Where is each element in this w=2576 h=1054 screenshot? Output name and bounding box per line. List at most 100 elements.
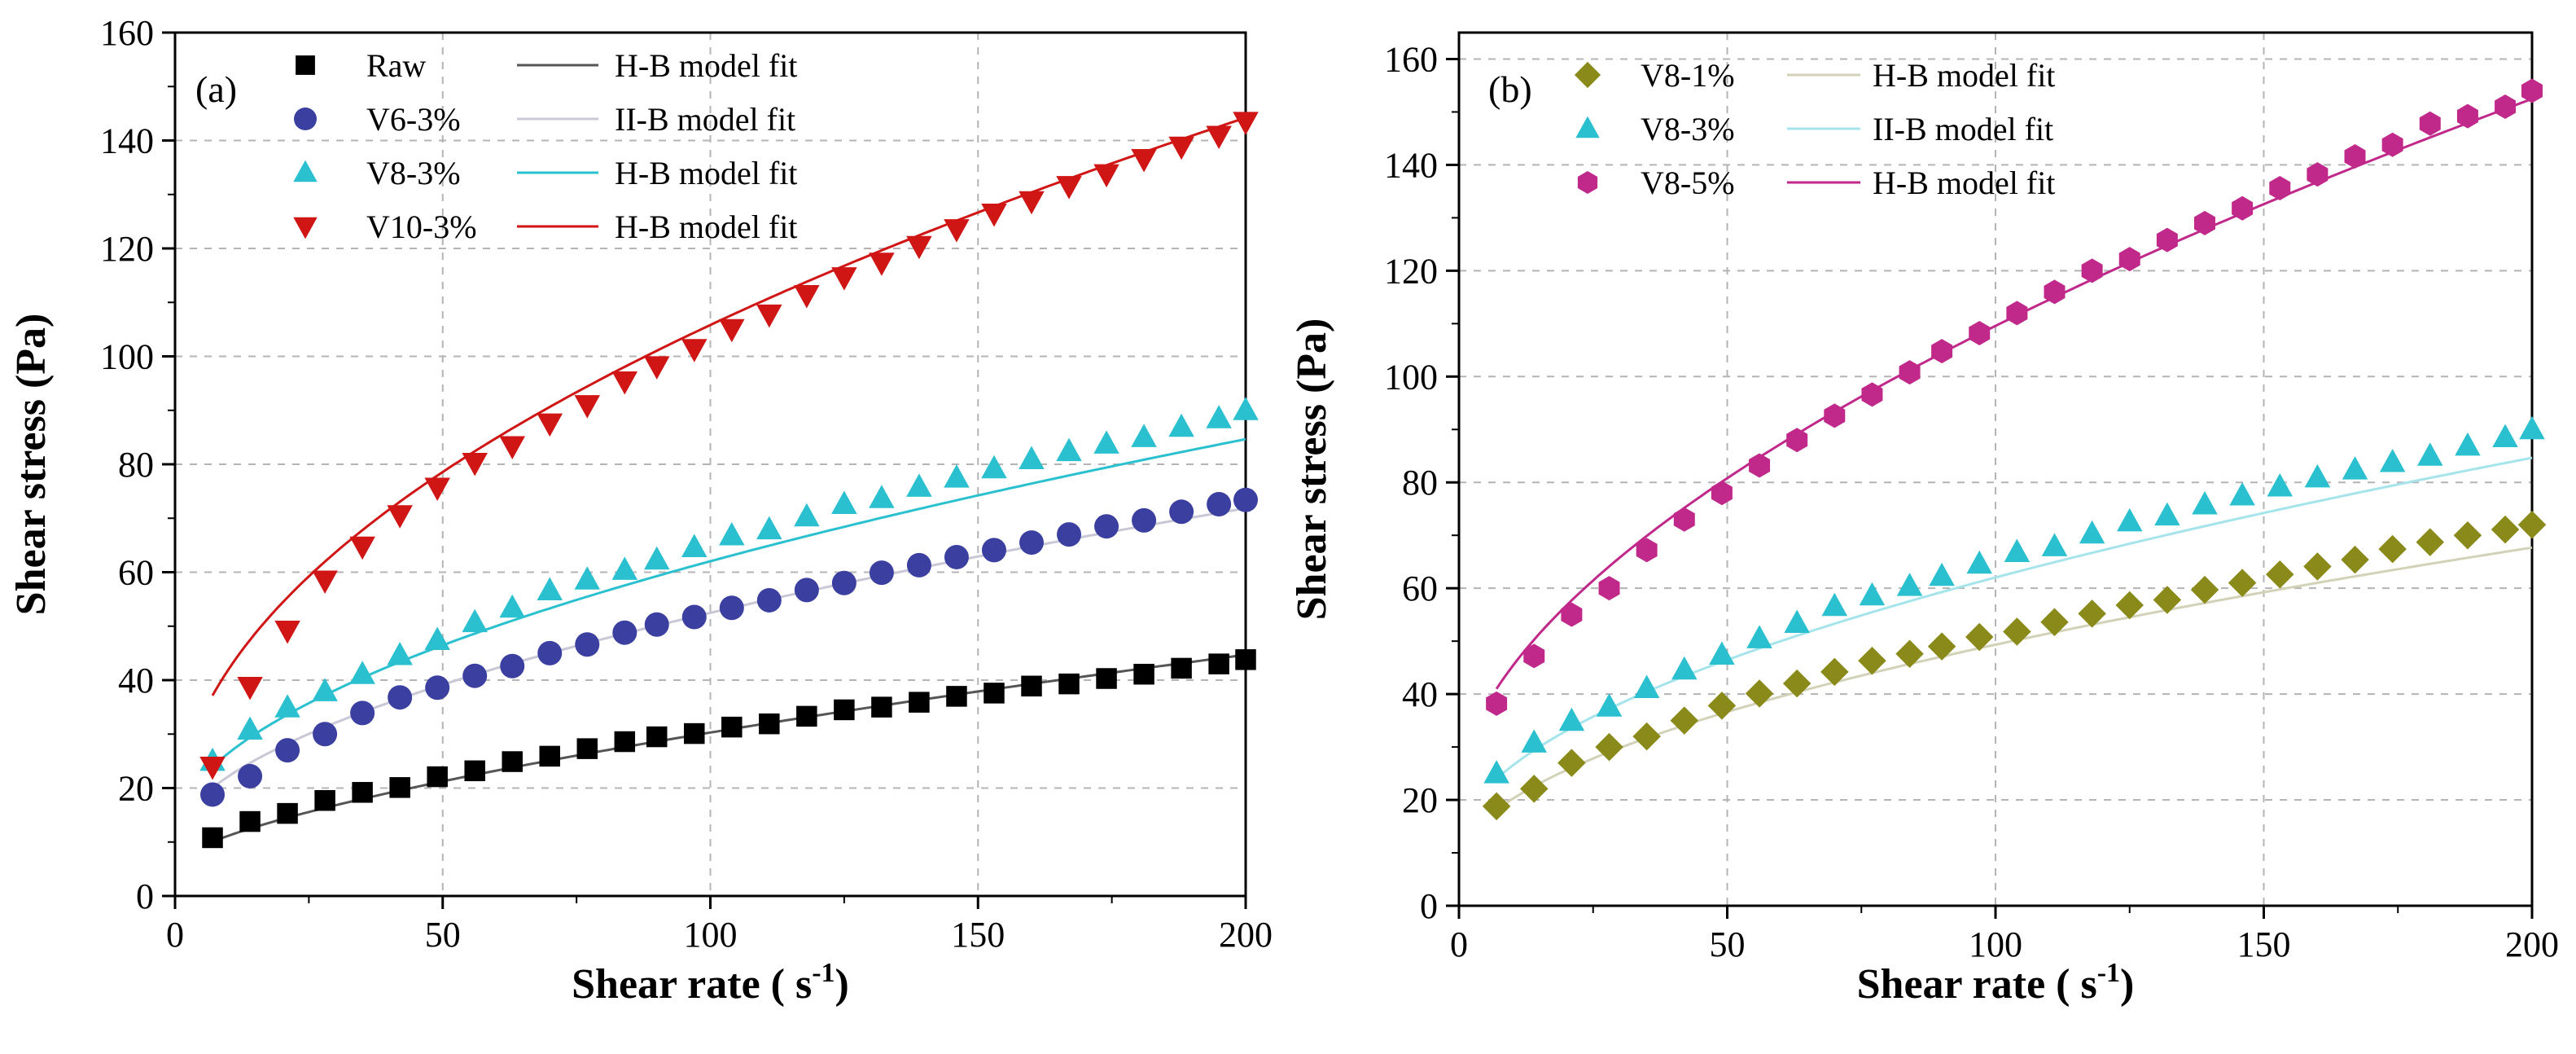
data-point-v8-5 [1899,360,1921,385]
data-point-v8-3 [462,608,488,633]
data-point-v8-3 [2492,424,2518,448]
data-point-v8-1 [2266,560,2294,589]
data-point-v6-3 [981,538,1006,563]
data-point-raw [614,731,636,753]
data-point-v8-3 [2154,502,2180,526]
data-point-v8-1 [1895,639,1924,668]
data-point-v8-5 [1969,321,1991,346]
data-point-v8-3 [274,694,300,718]
series-v8-5 [1486,78,2543,716]
data-point-v8-3 [1896,573,1923,596]
data-point-v8-3 [1521,729,1548,753]
data-point-v10-3 [981,203,1007,227]
data-point-v6-3 [1207,492,1232,517]
data-point-raw [834,699,855,721]
data-point-v10-3 [274,621,300,644]
data-point-v8-5 [1749,453,1771,478]
fit-curve-v8-3 [212,437,1246,768]
data-point-v10-3 [387,505,413,529]
data-point-v8-1 [1745,679,1774,708]
data-point-v6-3 [756,587,782,613]
x-tick-label: 200 [2505,924,2559,964]
data-point-v8-5 [1561,602,1583,627]
data-point-v6-3 [350,700,375,726]
y-tick-label: 140 [100,121,154,161]
data-point-v8-3 [1633,674,1660,698]
data-point-v8-3 [906,473,932,497]
data-point-v8-3 [1056,437,1082,462]
data-point-v10-3 [574,395,601,419]
data-point-v8-5 [2269,176,2291,201]
legend: Raw H-B model fit V6-3% II-B model fit V8-3%… [293,47,797,245]
data-point-v8-3 [831,490,857,515]
data-point-v8-1 [1782,669,1812,698]
x-axis-title: Shear rate ( s-1) [572,958,849,1008]
legend-label: V8-5% [1641,165,1735,201]
legend-fit-label: II-B model fit [615,101,795,138]
data-point-raw [946,686,967,707]
data-point-v10-3 [1131,149,1157,173]
x-tick-label: 100 [684,915,738,955]
data-point-v10-3 [831,267,857,291]
data-point-raw [1133,663,1154,685]
data-point-raw [389,777,410,798]
data-point-v8-3 [349,661,375,684]
data-point-v8-3 [1093,430,1119,454]
legend-label: V10-3% [366,209,477,245]
y-tick-label: 20 [118,769,154,809]
data-point-v8-3 [537,577,563,601]
data-point-v8-1 [2040,608,2069,637]
data-point-raw [427,766,448,788]
data-point-v10-3 [611,371,638,395]
data-point-raw [576,738,598,759]
legend-marker-v8-5 [1577,171,1598,194]
data-point-v6-3 [869,560,894,586]
y-tick-label: 160 [1384,39,1438,79]
data-point-v8-3 [2304,463,2331,488]
data-point-v8-3 [2379,449,2406,472]
data-point-v10-3 [681,339,708,362]
legend-marker-v6-3 [294,108,317,130]
legend-label: Raw [366,47,426,84]
data-point-v8-1 [1670,706,1699,735]
data-point-v6-3 [313,722,338,747]
data-point-v6-3 [275,738,300,763]
data-point-v8-3 [2229,481,2255,506]
data-point-v8-1 [1965,622,1994,652]
y-tick-label: 100 [100,337,154,377]
data-point-v10-3 [1206,125,1232,150]
data-point-v8-5 [1711,481,1733,506]
data-point-v10-3 [869,253,895,276]
data-point-v10-3 [906,235,932,260]
y-tick-label: 0 [136,876,154,916]
data-point-v10-3 [756,304,782,328]
data-point-v8-1 [2491,515,2520,544]
data-point-v6-3 [831,570,856,595]
data-point-v6-3 [575,632,600,657]
x-tick-label: 100 [1969,924,2022,964]
data-point-v8-3 [1206,405,1232,428]
data-point-v6-3 [794,578,819,603]
data-point-raw [502,751,523,772]
data-point-v8-3 [1821,592,1848,617]
data-point-v8-1 [2190,575,2219,604]
data-point-v8-1 [1482,792,1511,821]
data-point-v10-3 [199,757,226,780]
legend-marker-v8-3 [293,160,318,182]
series-v6-3 [200,487,1258,807]
data-point-v8-3 [574,566,601,590]
y-tick-label: 140 [1384,145,1438,185]
data-point-v6-3 [681,604,707,630]
series-v8-1 [1482,510,2547,821]
legend-fit-label: II-B model fit [1873,111,2053,147]
data-point-raw [909,692,930,713]
data-point-v8-3 [2041,533,2068,556]
data-point-v10-3 [644,356,670,380]
data-point-v8-3 [1859,582,1886,606]
data-point-v8-1 [2153,586,2182,614]
data-point-raw [1096,668,1117,689]
data-point-v10-3 [537,413,563,437]
data-point-v8-1 [2517,510,2547,539]
data-point-v8-5 [2044,279,2066,305]
data-point-v8-3 [1131,424,1157,447]
